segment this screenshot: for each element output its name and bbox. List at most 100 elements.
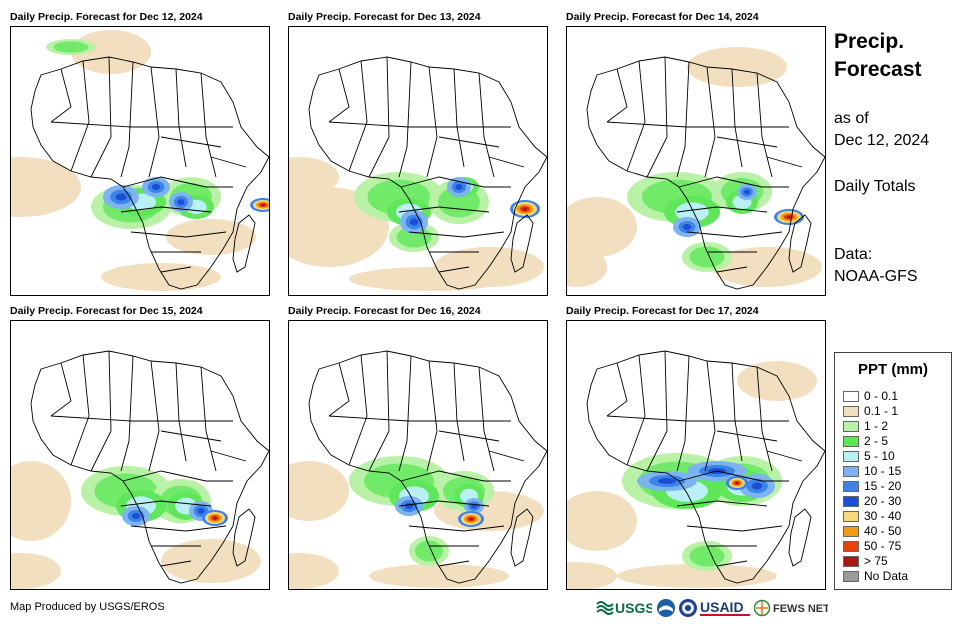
rain-area-2-5mm	[689, 246, 725, 268]
country-border	[686, 231, 783, 238]
country-border	[716, 560, 748, 567]
madagascar-coastline	[232, 508, 256, 567]
country-border	[704, 66, 716, 178]
rainfall-layer	[567, 47, 822, 287]
country-border	[716, 430, 778, 442]
rain-area-light	[166, 219, 256, 255]
legend-label: No Data	[864, 569, 909, 583]
country-border	[626, 60, 646, 172]
forecast-panel-dec-13: Daily Precip. Forecast for Dec 13, 2024	[288, 10, 548, 296]
rain-area-20-30mm	[658, 478, 676, 484]
country-border	[130, 525, 227, 532]
panel-title: Daily Precip. Forecast for Dec 15, 2024	[10, 305, 203, 317]
country-border	[120, 61, 134, 178]
svg-text:USGS: USGS	[615, 600, 652, 616]
daily-totals-label: Daily Totals	[834, 178, 916, 195]
country-border	[676, 500, 768, 507]
rainfall-layer	[289, 456, 544, 589]
precip-map	[10, 320, 270, 590]
country-border	[478, 72, 495, 178]
rain-area-20-30mm	[682, 224, 692, 230]
panel-title: Daily Precip. Forecast for Dec 12, 2024	[10, 11, 203, 23]
madagascar-coastline	[510, 508, 534, 567]
rain-area-light	[617, 564, 777, 588]
country-border	[200, 366, 217, 472]
country-border	[408, 231, 505, 238]
country-border	[50, 362, 72, 417]
rain-area-light	[289, 553, 339, 589]
country-border	[678, 470, 789, 482]
madagascar-coastline	[510, 214, 534, 273]
rain-area-over-75mm	[261, 203, 265, 207]
legend-label: 50 - 75	[864, 539, 902, 553]
rain-area-light	[11, 157, 81, 217]
legend-swatch	[843, 556, 859, 568]
rain-area-20-30mm	[751, 482, 763, 490]
country-borders	[308, 56, 547, 290]
legend-label: > 75	[864, 554, 888, 568]
usgs-logo: USGS	[596, 598, 655, 618]
rain-area-light	[289, 461, 349, 521]
country-border	[626, 354, 646, 466]
data-source-value: NOAA-GFS	[834, 268, 918, 285]
forecast-panel-dec-16: Daily Precip. Forecast for Dec 16, 2024	[288, 304, 548, 590]
legend-item: 5 - 10	[843, 449, 895, 463]
rain-area-20-30mm	[115, 193, 127, 201]
precip-map	[288, 320, 548, 590]
rain-area-light	[567, 491, 637, 551]
legend-item: 0.1 - 1	[843, 404, 898, 418]
country-border	[148, 360, 160, 472]
legend-swatch	[843, 541, 859, 553]
country-border	[756, 72, 773, 178]
rain-area-light	[11, 553, 61, 589]
rain-area-20-30mm	[744, 189, 750, 195]
forecast-panel-dec-17: Daily Precip. Forecast for Dec 17, 2024	[566, 304, 826, 590]
panel-title: Daily Precip. Forecast for Dec 16, 2024	[288, 305, 481, 317]
country-border	[766, 450, 803, 462]
rain-area-2-5mm	[53, 41, 89, 53]
rain-area-20-30mm	[404, 503, 414, 509]
africa-coastline	[586, 350, 825, 584]
country-border	[426, 360, 438, 472]
rain-area-light	[567, 562, 617, 589]
country-border	[606, 121, 789, 128]
legend-label: 0.1 - 1	[864, 404, 899, 418]
rain-area-20-30mm	[409, 218, 419, 226]
legend-swatch	[843, 481, 859, 493]
forecast-panel-dec-12: Daily Precip. Forecast for Dec 12, 2024	[10, 10, 270, 296]
data-source: Data: NOAA-GFS	[834, 244, 918, 288]
country-border	[70, 354, 90, 466]
legend-item: 50 - 75	[843, 539, 901, 553]
sidebar-title-line1: Precip.	[834, 30, 905, 53]
legend-label: 0 - 0.1	[864, 389, 899, 403]
rain-area-over-75mm	[735, 481, 739, 485]
data-source-label: Data:	[834, 246, 873, 263]
sidebar-title-line2: Forecast	[834, 58, 922, 81]
rain-area-light	[349, 267, 509, 291]
rain-area-light	[567, 197, 637, 257]
country-border	[676, 61, 690, 178]
rain-area-5-10mm	[675, 202, 709, 222]
legend-title: PPT (mm)	[857, 361, 928, 378]
country-border	[676, 355, 690, 472]
country-border	[453, 362, 465, 462]
legend-label: 10 - 15	[864, 464, 902, 478]
country-border	[348, 354, 368, 466]
legend-label: 20 - 30	[864, 494, 902, 508]
country-borders	[30, 350, 269, 584]
country-border	[488, 156, 525, 168]
country-border	[120, 500, 212, 507]
legend-item: 0 - 0.1	[843, 389, 898, 403]
legend-swatch	[843, 466, 859, 478]
as-of-value: Dec 12, 2024	[834, 132, 930, 149]
rainfall-layer	[567, 361, 817, 589]
rain-area-light	[289, 157, 339, 197]
panel-title: Daily Precip. Forecast for Dec 14, 2024	[566, 11, 759, 23]
country-border	[90, 350, 112, 472]
rain-area-light	[71, 30, 151, 74]
country-border	[160, 560, 192, 567]
precip-map	[566, 26, 826, 296]
rain-area-over-75mm	[469, 517, 473, 521]
rain-area-light	[687, 47, 787, 87]
rainfall-layer	[11, 30, 269, 291]
